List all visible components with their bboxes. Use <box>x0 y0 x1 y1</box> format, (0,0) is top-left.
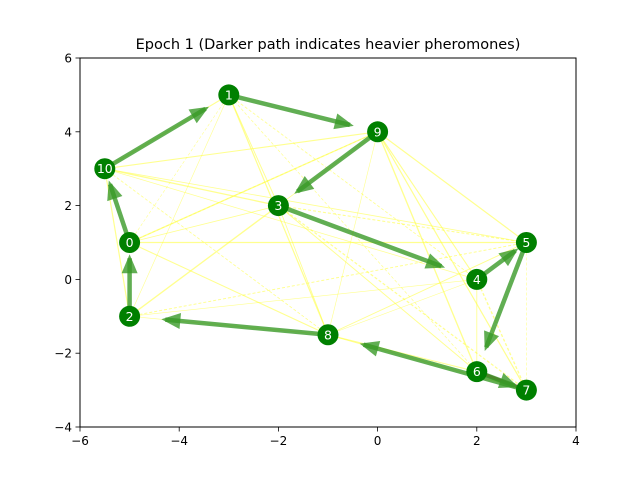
pheromone-edge-2-3 <box>129 205 279 317</box>
pheromone-edge-4-7 <box>476 279 528 391</box>
node-1: 1 <box>218 84 240 106</box>
tour-edge-arrowhead <box>161 313 182 329</box>
plot-frame <box>79 57 577 428</box>
tour-edge-arrowhead <box>188 106 209 124</box>
pheromone-edge-9-0 <box>129 131 378 244</box>
x-tick-label: −2 <box>270 434 288 448</box>
y-tick-label: −4 <box>54 421 72 435</box>
tour-edge-line <box>296 129 379 194</box>
pheromone-edge-4-10 <box>104 168 477 280</box>
pheromone-edge-9-10 <box>104 131 378 170</box>
node-label: 8 <box>324 327 332 342</box>
y-axis-ticks: −4 −2 0 2 4 6 <box>54 52 80 435</box>
tour-edge-line <box>362 342 528 393</box>
pheromone-edge-4-8 <box>327 279 477 336</box>
tour-edge-arrowhead <box>424 253 446 269</box>
pheromone-edge-1-2 <box>129 94 230 317</box>
node-marker <box>119 232 141 253</box>
node-8: 8 <box>317 324 339 346</box>
pheromone-edge-3-7 <box>278 205 527 391</box>
tour-edge-5-6 <box>484 241 529 351</box>
x-tick-label: −4 <box>170 434 188 448</box>
node-label: 7 <box>522 383 530 398</box>
node-label: 10 <box>97 161 113 176</box>
tour-edge-8-2 <box>161 313 329 337</box>
node-marker <box>267 195 289 217</box>
node-0: 0 <box>119 232 141 253</box>
tour-edge-1-9 <box>228 92 354 130</box>
tour-edge-arrowhead <box>498 248 519 267</box>
tour-edge-10-1 <box>103 106 209 171</box>
tour-edge-line <box>277 203 443 269</box>
pheromone-edge-5-8 <box>327 242 527 336</box>
pheromone-edge-3-5 <box>278 205 527 244</box>
pheromone-edge-1-4 <box>228 94 478 280</box>
node-7: 7 <box>515 379 537 401</box>
x-tick-label: 0 <box>374 434 382 448</box>
node-9: 9 <box>367 121 389 143</box>
node-label: 6 <box>473 364 481 379</box>
node-label: 4 <box>473 272 481 287</box>
tour-edge-arrowhead <box>359 341 381 357</box>
pheromone-edge-2-4 <box>129 279 477 317</box>
tour-edge-9-3 <box>294 129 379 194</box>
y-tick-label: 6 <box>64 52 72 66</box>
node-6: 6 <box>466 361 488 383</box>
tour-edge-line <box>484 241 529 349</box>
node-2: 2 <box>119 305 141 327</box>
y-tick-label: 4 <box>64 125 72 139</box>
pheromone-edge-3-6 <box>278 205 478 373</box>
pheromone-edge-4-9 <box>377 131 478 280</box>
pheromone-edge-0-3 <box>129 205 279 243</box>
x-tick-label: 4 <box>572 434 580 448</box>
tour-edge-7-8 <box>359 341 528 393</box>
node-marker <box>218 84 240 106</box>
pheromone-edge-3-10 <box>104 168 279 207</box>
x-axis-ticks: −6 −4 −2 0 2 4 <box>71 427 580 448</box>
y-tick-label: 2 <box>64 199 72 213</box>
chart-title: Epoch 1 (Darker path indicates heavier p… <box>136 37 521 53</box>
node-label: 1 <box>225 87 233 102</box>
pheromone-edge-3-8 <box>278 205 329 335</box>
node-label: 9 <box>374 124 382 139</box>
pheromone-edge-7-9 <box>377 131 527 391</box>
tour-edge-arrowhead <box>484 330 500 351</box>
y-tick-label: −2 <box>54 347 72 361</box>
node-label: 0 <box>126 235 134 250</box>
tour-edge-3-4 <box>277 203 446 269</box>
node-marker <box>317 324 339 346</box>
node-marker <box>466 361 488 383</box>
tour-edge-arrowhead <box>107 180 123 202</box>
node-10: 10 <box>94 158 116 180</box>
pheromone-edge-0-8 <box>129 242 329 336</box>
x-tick-label: 2 <box>473 434 481 448</box>
node-marker <box>466 268 488 290</box>
node-marker <box>515 232 537 253</box>
pheromone-edge-5-9 <box>377 131 527 243</box>
tour-edge-arrowhead <box>121 254 138 274</box>
node-marker <box>515 379 537 401</box>
node-marker <box>367 121 389 143</box>
tour-edge-line <box>228 92 351 128</box>
node-label: 3 <box>274 198 282 213</box>
pheromone-edge-6-9 <box>376 131 478 372</box>
pheromone-edge-8-10 <box>104 168 329 336</box>
node-label: 5 <box>522 235 530 250</box>
node-label: 2 <box>126 309 134 324</box>
pheromone-edge-5-10 <box>104 168 527 243</box>
tour-edge-line <box>103 106 207 171</box>
tour-edge-line <box>165 317 329 337</box>
nodes: 0 1 2 3 4 5 6 7 8 9 10 <box>94 84 537 401</box>
tour-edge-arrowhead <box>294 176 315 194</box>
node-marker <box>119 305 141 327</box>
node-3: 3 <box>267 195 289 217</box>
tour-edge-arrowhead <box>333 113 354 130</box>
x-tick-label: −6 <box>71 434 89 448</box>
node-marker <box>94 158 116 180</box>
node-4: 4 <box>466 268 488 290</box>
y-tick-label: 0 <box>64 273 72 287</box>
node-5: 5 <box>515 232 537 253</box>
